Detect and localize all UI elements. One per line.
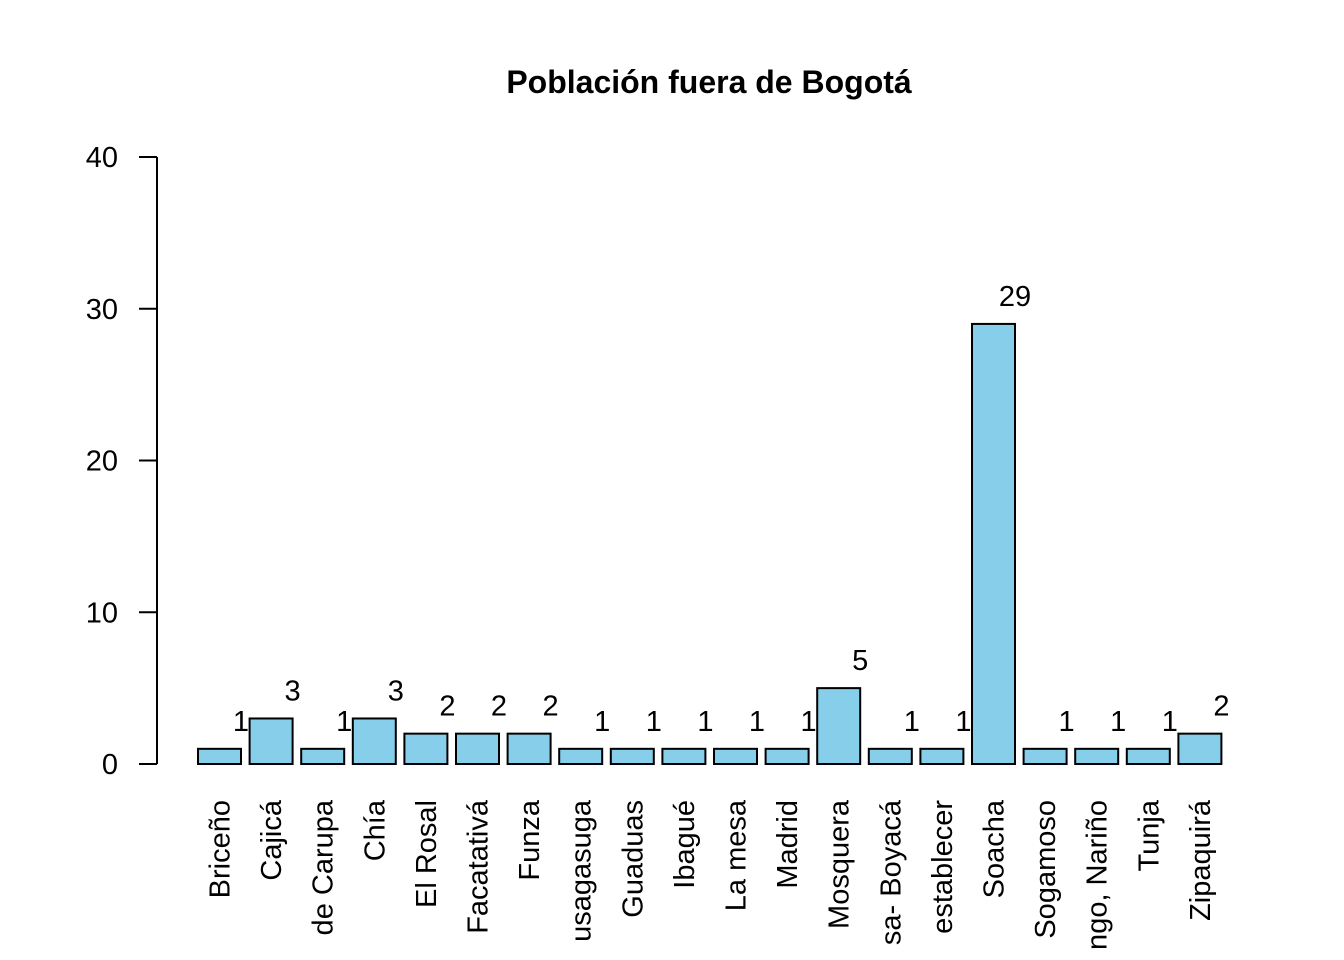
data-label: 3 [285,675,301,707]
bar [506,732,552,766]
bar [816,687,862,765]
data-label: 1 [1110,706,1126,738]
chart-title: Población fuera de Bogotá [506,64,912,100]
data-label: 2 [491,691,507,723]
category-label: Guaduas [617,800,649,918]
bar [661,747,707,766]
data-label: 1 [955,706,971,738]
data-label: 5 [852,645,868,677]
bar [351,717,397,765]
bar [1022,747,1068,766]
category-labels-group: Briceño Cajicá de Carupa Chía El Rosal Facata… [205,799,1217,950]
data-label: 1 [801,706,817,738]
data-label: 1 [1162,706,1178,738]
bar [1074,747,1120,766]
bars-group [197,322,1223,766]
category-label: Ibagué [669,800,701,889]
bar [971,322,1016,765]
data-label: 1 [904,706,920,738]
y-tick-label: 30 [86,294,118,326]
bar [609,747,655,766]
y-tick-label: 0 [102,749,118,781]
y-axis: 0 10 20 30 40 [86,142,158,781]
data-label: 2 [543,691,559,723]
bar [1125,747,1171,766]
category-label: usagasuga [566,799,598,942]
category-label: Madrid [772,800,804,889]
bar [1177,732,1223,766]
data-label: 1 [233,706,249,738]
category-label: Cajicá [256,799,288,880]
category-label: La mesa [721,799,753,911]
data-label: 2 [439,691,455,723]
category-label: Soacha [979,799,1011,898]
y-tick-label: 40 [86,142,118,174]
bar [300,747,346,766]
data-label: 1 [749,706,765,738]
data-labels-group: 1 3 1 3 2 2 2 1 1 1 1 1 5 1 1 29 1 1 1 2 [233,281,1230,738]
data-label: 3 [388,675,404,707]
bar [713,747,758,766]
category-label: Tunja [1133,799,1165,871]
category-label: Chía [359,799,391,861]
category-label: sa- Boyacá [875,799,907,945]
bar [403,732,449,766]
data-label: 1 [594,706,610,738]
data-label: 1 [697,706,713,738]
y-tick-label: 10 [86,597,118,629]
category-label: ngo, Nariño [1082,800,1114,950]
data-label: 29 [999,281,1031,313]
category-label: Briceño [205,800,237,898]
bar [919,747,965,766]
bar [455,732,500,766]
category-label: Mosquera [824,799,856,929]
bar [558,747,604,766]
y-tick-label: 20 [86,446,118,478]
category-label: El Rosal [411,800,443,908]
category-label: de Carupa [308,799,340,935]
data-label: 1 [336,706,352,738]
category-label: Funza [514,799,546,880]
bar [248,717,294,765]
data-label: 1 [646,706,662,738]
bar [197,747,242,766]
bar [764,747,810,766]
category-label: Sogamoso [1030,800,1062,939]
category-label: Zipaquirá [1185,799,1217,921]
data-label: 1 [1059,706,1075,738]
category-label: Facatativá [463,799,495,934]
bar [867,747,913,766]
category-label: establecer [927,800,959,934]
data-label: 2 [1213,691,1229,723]
